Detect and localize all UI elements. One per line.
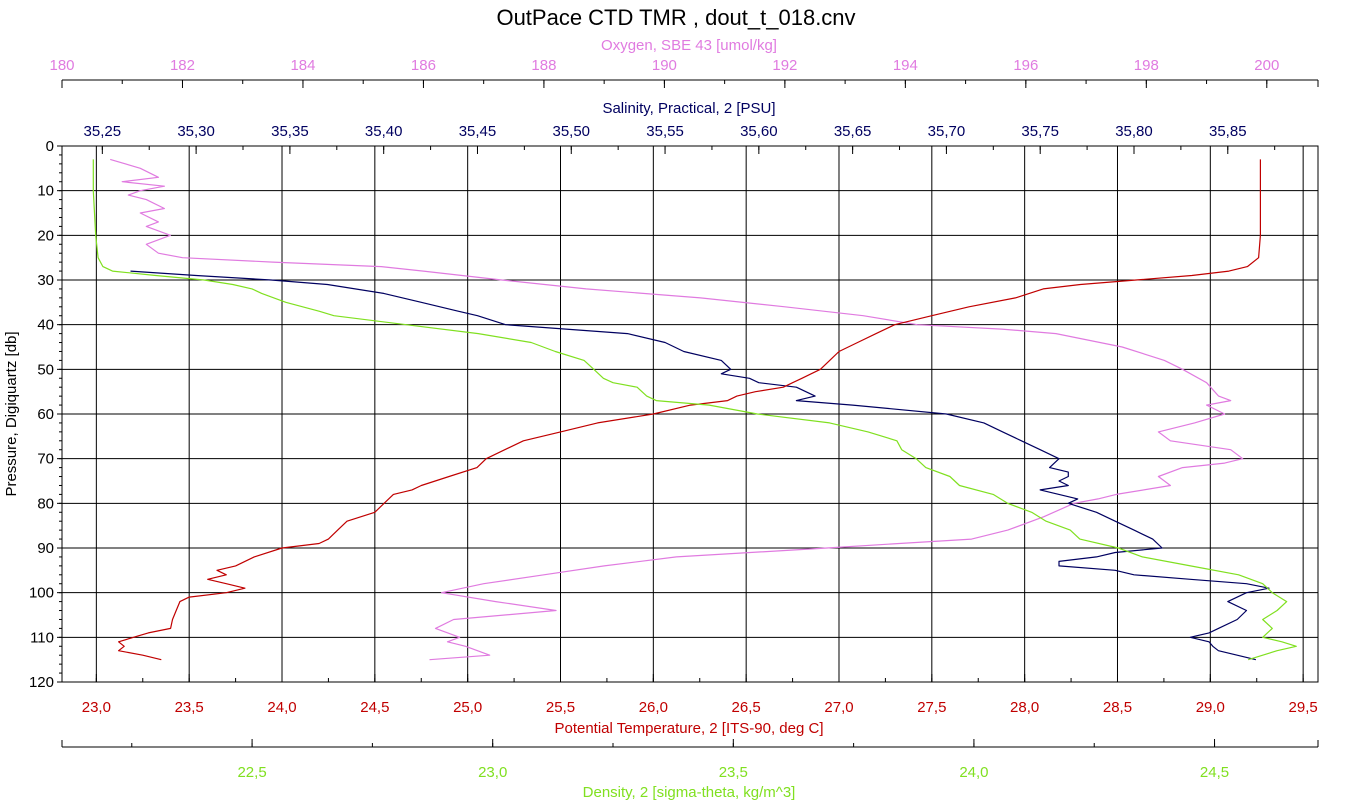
- oxygen-tick-label: 200: [1254, 57, 1279, 74]
- density-tick-label: 23,0: [478, 764, 507, 781]
- temperature-tick-label: 27,5: [917, 699, 946, 716]
- temperature-tick-label: 29,0: [1196, 699, 1225, 716]
- y-tick-label: 90: [37, 540, 54, 557]
- temperature-tick-label: 24,0: [267, 699, 296, 716]
- temperature-tick-label: 28,5: [1103, 699, 1132, 716]
- salinity-tick-label: 35,70: [928, 123, 966, 140]
- axis-title-temperature: Potential Temperature, 2 [ITS-90, deg C]: [554, 720, 823, 737]
- density-tick-label: 24,0: [959, 764, 988, 781]
- y-tick-label: 120: [29, 674, 54, 691]
- data-series: [92, 158, 1297, 661]
- axis-title-pressure: Pressure, Digiquartz [db]: [3, 331, 20, 496]
- y-tick-label: 30: [37, 272, 54, 289]
- salinity-tick-label: 35,35: [271, 123, 309, 140]
- oxygen-tick-label: 188: [531, 57, 556, 74]
- salinity-tick-label: 35,60: [740, 123, 778, 140]
- oxygen-tick-label: 194: [893, 57, 918, 74]
- chart-title: OutPace CTD TMR , dout_t_018.cnv: [496, 5, 855, 30]
- grid-lines: [62, 145, 1318, 683]
- salinity-tick-label: 35,45: [459, 123, 497, 140]
- salinity-tick-label: 35,55: [646, 123, 684, 140]
- temperature-tick-label: 29,5: [1289, 699, 1318, 716]
- density-tick-label: 24,5: [1200, 764, 1229, 781]
- temperature-tick-label: 27,0: [824, 699, 853, 716]
- series-line-salinity: [130, 270, 1270, 661]
- y-tick-label: 70: [37, 451, 54, 468]
- y-tick-label: 40: [37, 317, 54, 334]
- oxygen-tick-label: 180: [49, 57, 74, 74]
- salinity-tick-label: 35,75: [1021, 123, 1059, 140]
- temperature-tick-label: 24,5: [360, 699, 389, 716]
- oxygen-tick-label: 192: [772, 57, 797, 74]
- axis-title-salinity: Salinity, Practical, 2 [PSU]: [602, 100, 775, 117]
- temperature-tick-label: 23,0: [82, 699, 111, 716]
- y-tick-label: 50: [37, 361, 54, 378]
- y-tick-label: 100: [29, 585, 54, 602]
- density-tick-label: 23,5: [719, 764, 748, 781]
- y-tick-label: 10: [37, 183, 54, 200]
- y-tick-label: 0: [46, 138, 54, 155]
- axis-title-oxygen: Oxygen, SBE 43 [umol/kg]: [601, 37, 777, 54]
- temperature-tick-label: 25,0: [453, 699, 482, 716]
- salinity-tick-label: 35,40: [365, 123, 403, 140]
- y-tick-label: 20: [37, 227, 54, 244]
- oxygen-tick-label: 186: [411, 57, 436, 74]
- oxygen-tick-label: 182: [170, 57, 195, 74]
- temperature-tick-label: 23,5: [175, 699, 204, 716]
- oxygen-tick-label: 190: [652, 57, 677, 74]
- y-tick-label: 80: [37, 495, 54, 512]
- temperature-tick-label: 26,5: [732, 699, 761, 716]
- salinity-tick-label: 35,30: [177, 123, 215, 140]
- axis-title-density: Density, 2 [sigma-theta, kg/m^3]: [583, 784, 796, 801]
- plot-frame: [61, 145, 1319, 683]
- salinity-tick-label: 35,80: [1115, 123, 1153, 140]
- salinity-tick-label: 35,25: [84, 123, 122, 140]
- oxygen-tick-label: 184: [290, 57, 315, 74]
- temperature-tick-label: 28,0: [1010, 699, 1039, 716]
- salinity-tick-label: 35,50: [552, 123, 590, 140]
- oxygen-tick-label: 198: [1134, 57, 1159, 74]
- series-line-density: [92, 159, 1297, 661]
- series-line-oxygen: [110, 158, 1244, 661]
- y-tick-label: 60: [37, 406, 54, 423]
- series-line-temperature: [117, 159, 1262, 661]
- axes: 0 10 20 30 40 50 60 70 80 90 100 110 120 180 182 184 186…: [29, 57, 1319, 781]
- temperature-tick-label: 25,5: [546, 699, 575, 716]
- y-tick-label: 110: [30, 629, 54, 646]
- oxygen-tick-label: 196: [1013, 57, 1038, 74]
- salinity-tick-label: 35,85: [1209, 123, 1247, 140]
- density-tick-label: 22,5: [237, 764, 266, 781]
- salinity-tick-label: 35,65: [834, 123, 872, 140]
- temperature-tick-label: 26,0: [639, 699, 668, 716]
